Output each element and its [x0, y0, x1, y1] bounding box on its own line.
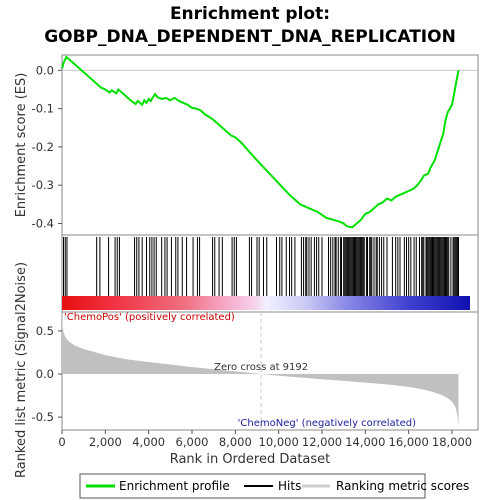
- enrichment-profile-line: [61, 55, 460, 229]
- x-tick-label: 2,000: [89, 435, 122, 449]
- es-y-axis-label: Enrichment score (ES): [14, 73, 29, 218]
- es-y-tick-label: -0.2: [32, 140, 54, 154]
- es-panel-frame: [61, 54, 479, 236]
- negative-correlation-label: 'ChemoNeg' (negatively correlated): [238, 418, 416, 429]
- metric-y-tick-label: -0.5: [32, 410, 54, 424]
- metric-y-tick-label: 0.5: [36, 324, 54, 338]
- x-tick-label: 6,000: [176, 435, 209, 449]
- legend-metric-label: Ranking metric scores: [336, 479, 469, 493]
- legend-es-label: Enrichment profile: [119, 479, 230, 493]
- x-axis-label: Rank in Ordered Dataset: [170, 452, 331, 467]
- x-tick-label: 4,000: [132, 435, 165, 449]
- es-y-tick-label: 0.0: [36, 63, 54, 77]
- metric-y-tick-label: 0.0: [36, 367, 54, 381]
- chart-title-line2: GOBP_DNA_DEPENDENT_DNA_REPLICATION: [44, 27, 456, 47]
- es-y-tick-label: -0.1: [32, 102, 54, 116]
- rank-color-bar: [62, 296, 470, 310]
- metric-y-axis-label: Ranked list metric (Signal2Noise): [14, 262, 29, 478]
- legend-hits-label: Hits: [278, 479, 301, 493]
- x-tick-label: 18,000: [432, 435, 472, 449]
- x-tick-label: 8,000: [219, 435, 252, 449]
- es-y-tick-label: -0.3: [32, 178, 54, 192]
- x-axis: 0 2,000 4,000 6,000 8,000 10,000 12,000 14,000 1…: [58, 430, 472, 449]
- chart-title-line1: Enrichment plot:: [170, 4, 330, 24]
- x-tick-label: 12,000: [302, 435, 342, 449]
- metric-y-axis: 0.5 0.0 -0.5: [32, 324, 62, 424]
- x-tick-label: 0: [58, 435, 65, 449]
- legend: Enrichment profile Hits Ranking metric s…: [79, 473, 469, 499]
- ranking-metric-area: [62, 312, 459, 428]
- x-tick-label: 16,000: [389, 435, 429, 449]
- positive-correlation-label: 'ChemoPos' (positively correlated): [64, 312, 235, 323]
- es-y-axis: 0.0 -0.1 -0.2 -0.3 -0.4: [32, 63, 62, 231]
- hits-track: [63, 237, 459, 296]
- es-y-tick-label: -0.4: [32, 217, 54, 231]
- x-tick-label: 14,000: [345, 435, 385, 449]
- zero-cross-label: Zero cross at 9192: [214, 362, 308, 373]
- x-tick-label: 10,000: [259, 435, 299, 449]
